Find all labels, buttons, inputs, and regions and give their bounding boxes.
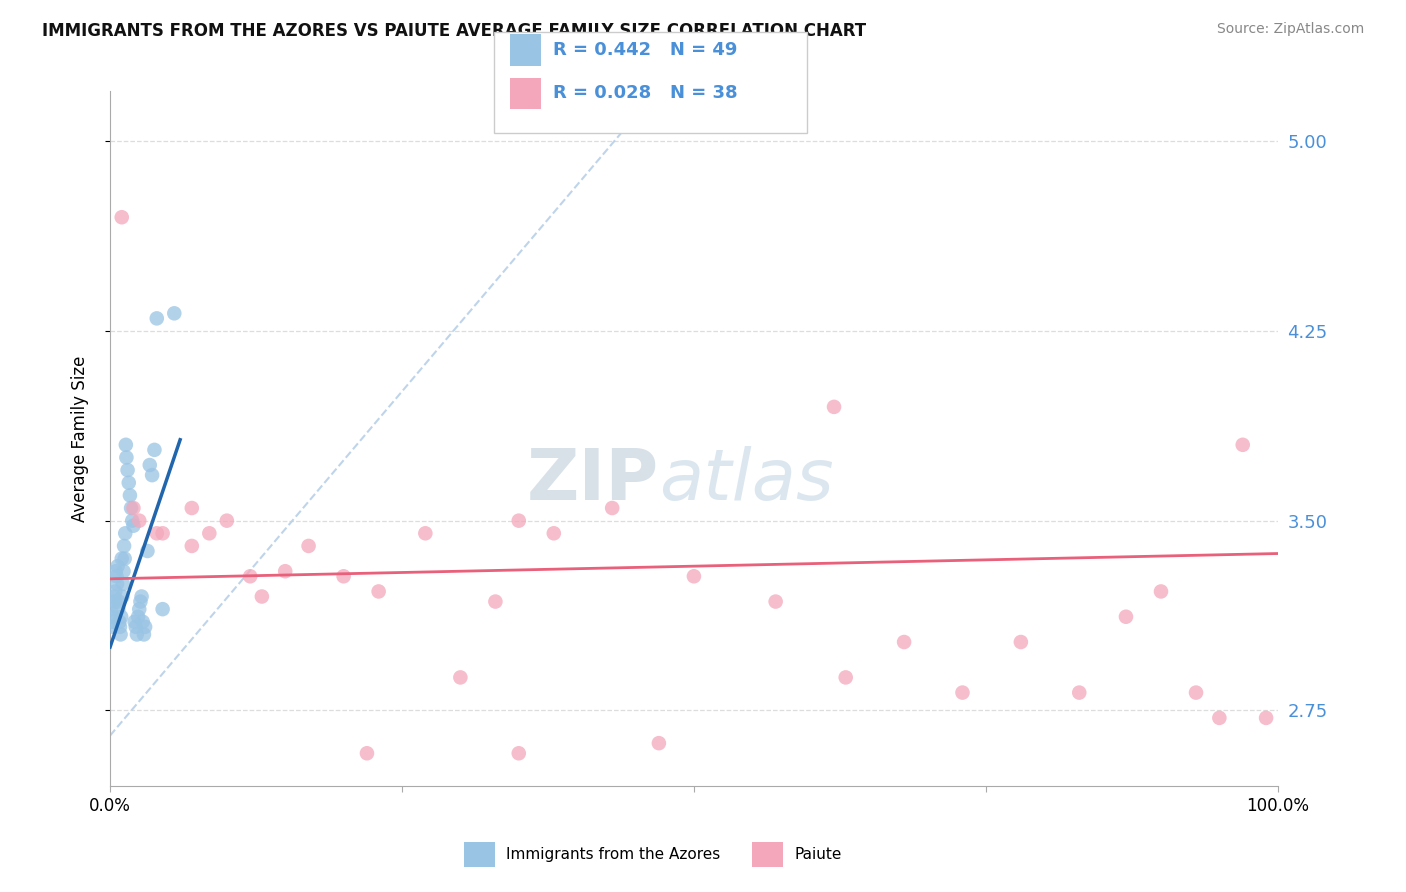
Point [1208,711,1230,725]
Point [108,615,131,629]
Point [198,526,221,541]
Point [143,442,166,457]
Point [108,594,131,608]
Point [105,569,128,583]
Y-axis label: Average Family Size: Average Family Size [72,355,89,522]
Point [415,526,437,541]
Point [103,590,125,604]
Point [115,438,138,452]
Point [120,501,142,516]
Point [115,450,138,465]
Point [163,306,186,320]
Point [146,311,169,326]
Point [146,526,169,541]
Point [101,609,124,624]
Point [131,590,153,604]
Point [132,615,155,629]
Point [823,400,845,414]
Point [893,635,915,649]
Point [125,620,148,634]
Point [111,211,134,225]
Point [250,590,273,604]
Text: R = 0.442   N = 49: R = 0.442 N = 49 [553,41,737,59]
Point [180,539,202,553]
Point [1150,584,1173,599]
Point [110,627,132,641]
Point [1185,685,1208,699]
Point [121,514,143,528]
Point [239,569,262,583]
Text: Immigrants from the Azores: Immigrants from the Azores [506,847,720,862]
Text: ZIP: ZIP [527,446,659,515]
Point [215,514,238,528]
Point [1232,438,1254,452]
Point [122,518,145,533]
Point [129,594,152,608]
Point [101,615,124,629]
Point [952,685,974,699]
Point [128,514,150,528]
Point [124,615,146,629]
Point [543,526,565,541]
Point [111,590,134,604]
Point [1069,685,1091,699]
Point [112,564,135,578]
Point [835,670,858,684]
Point [367,584,389,599]
Point [332,569,354,583]
Text: Paiute: Paiute [794,847,842,862]
Point [765,594,787,608]
Point [108,620,131,634]
Point [107,602,129,616]
Point [105,577,128,591]
Point [1254,711,1277,725]
Point [107,559,129,574]
Point [104,584,127,599]
Text: R = 0.028   N = 38: R = 0.028 N = 38 [553,84,737,102]
Point [111,551,134,566]
Point [114,551,136,566]
Point [648,736,671,750]
Point [484,594,506,608]
Point [1115,609,1137,624]
Point [112,539,135,553]
Point [508,746,530,760]
Point [134,620,156,634]
Point [125,627,148,641]
Point [152,526,174,541]
Point [122,501,145,516]
Point [274,564,297,578]
Point [128,602,150,616]
Point [139,458,162,472]
Point [132,627,155,641]
Point [152,602,174,616]
Point [110,609,132,624]
Point [100,602,122,616]
Point [683,569,706,583]
Point [449,670,471,684]
Point [104,594,127,608]
Point [111,577,134,591]
Point [103,620,125,634]
Point [104,564,127,578]
Point [127,609,149,624]
Text: Source: ZipAtlas.com: Source: ZipAtlas.com [1216,22,1364,37]
Point [117,463,139,477]
Point [356,746,378,760]
Point [297,539,319,553]
Point [114,526,136,541]
Point [600,501,623,516]
Point [141,468,163,483]
Point [136,544,159,558]
Point [118,475,141,490]
Point [118,488,141,502]
Point [1010,635,1032,649]
Text: IMMIGRANTS FROM THE AZORES VS PAIUTE AVERAGE FAMILY SIZE CORRELATION CHART: IMMIGRANTS FROM THE AZORES VS PAIUTE AVE… [42,22,866,40]
Point [508,514,530,528]
Text: atlas: atlas [659,446,834,515]
Point [180,501,202,516]
